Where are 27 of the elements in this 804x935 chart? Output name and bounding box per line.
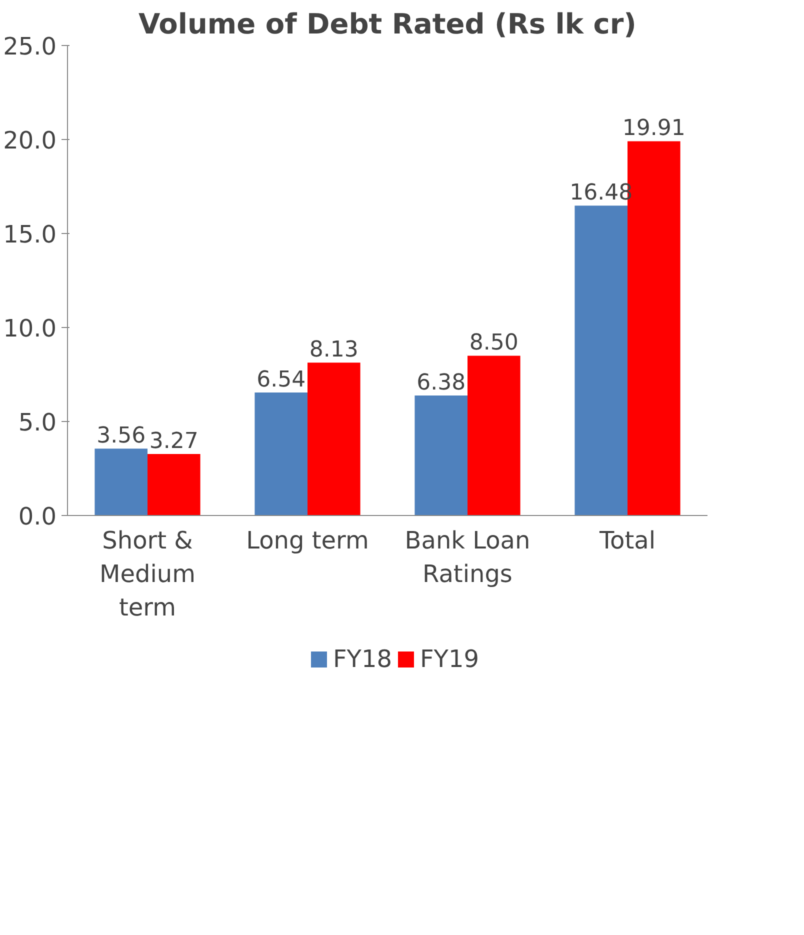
legend-label: FY19 bbox=[420, 645, 480, 673]
x-tick-label: Short & Medium term bbox=[100, 526, 196, 622]
y-tick-label: 15.0 bbox=[3, 220, 56, 248]
y-tick-label: 0.0 bbox=[18, 502, 57, 530]
bar bbox=[574, 206, 628, 516]
y-tick-label: 10.0 bbox=[3, 314, 56, 342]
bar bbox=[414, 396, 468, 516]
bar bbox=[148, 454, 200, 516]
x-tick-label: Long term bbox=[246, 526, 369, 554]
y-tick-label: 20.0 bbox=[3, 126, 56, 154]
bar bbox=[468, 356, 520, 516]
chart-title: Volume of Debt Rated (Rs lk cr) bbox=[138, 8, 636, 40]
legend-label: FY18 bbox=[332, 645, 392, 673]
data-label: 19.91 bbox=[622, 116, 686, 142]
x-tick-label: Total bbox=[598, 526, 656, 554]
bar bbox=[254, 392, 308, 516]
data-label: 8.13 bbox=[309, 338, 358, 363]
y-tick-label: 5.0 bbox=[18, 408, 57, 436]
data-label: 6.38 bbox=[416, 370, 466, 396]
data-label: 8.50 bbox=[469, 330, 518, 356]
bar bbox=[308, 362, 360, 516]
y-tick-label: 25.0 bbox=[3, 32, 56, 60]
data-label: 3.56 bbox=[96, 424, 146, 449]
bar bbox=[94, 448, 148, 516]
data-label: 6.54 bbox=[256, 368, 306, 393]
data-label: 3.27 bbox=[149, 429, 198, 454]
x-tick-label: Bank Loan Ratings bbox=[404, 526, 530, 588]
